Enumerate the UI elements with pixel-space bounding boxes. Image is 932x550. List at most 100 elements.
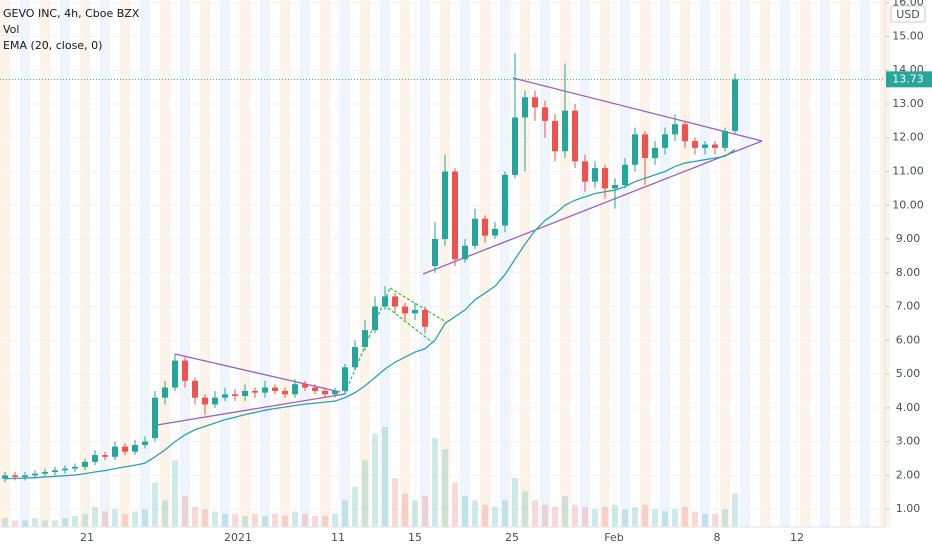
volume-bar	[82, 513, 88, 527]
candle-body	[402, 306, 408, 314]
last-price-label: 13.73	[892, 72, 924, 85]
y-tick-label: 3.00	[896, 435, 921, 448]
candle-body	[142, 441, 148, 445]
candle-body	[82, 461, 88, 467]
candle-body	[702, 144, 708, 148]
y-tick-label: 8.00	[896, 266, 921, 279]
volume-bar	[152, 482, 158, 527]
volume-bar	[12, 520, 18, 527]
volume-bar	[462, 495, 468, 527]
volume-bar	[202, 509, 208, 527]
candle-body	[352, 347, 358, 368]
trend-line	[422, 140, 763, 275]
volume-bar	[192, 507, 198, 527]
session-band	[260, 0, 270, 527]
y-tick-label: 7.00	[896, 300, 921, 313]
session-band	[480, 0, 490, 527]
session-band	[280, 0, 290, 527]
candle-body	[572, 110, 578, 162]
y-tick-label: 12.00	[892, 131, 924, 144]
volume-bar	[632, 507, 638, 527]
volume-bar	[182, 495, 188, 527]
candle-body	[672, 124, 678, 135]
candle-body	[722, 130, 728, 148]
session-band	[440, 0, 450, 527]
candle-body	[362, 330, 368, 348]
volume-bar	[142, 509, 148, 527]
x-tick-label: 8	[714, 531, 721, 544]
x-tick-label: 25	[505, 531, 519, 544]
volume-bar	[22, 520, 28, 527]
candle-body	[32, 473, 38, 476]
candle-body	[62, 468, 68, 471]
volume-bar	[702, 513, 708, 527]
volume-bar	[732, 493, 738, 527]
x-tick-label: Feb	[604, 531, 623, 544]
candle-body	[602, 168, 608, 189]
trend-line	[174, 353, 341, 393]
candle-body	[132, 444, 138, 452]
candle-body	[492, 228, 498, 236]
candle-body	[432, 239, 438, 267]
candle-body	[542, 107, 548, 121]
x-tick-label: 11	[331, 531, 345, 544]
volume-bar	[132, 511, 138, 527]
candle-body	[252, 390, 258, 393]
volume-bar	[162, 500, 168, 527]
volume-bar	[542, 504, 548, 527]
volume-bar	[212, 511, 218, 527]
candle-body	[192, 380, 198, 398]
volume-bar	[112, 509, 118, 527]
currency-box	[890, 5, 926, 23]
candle-body	[562, 110, 568, 152]
volume-bar	[402, 493, 408, 527]
session-band	[140, 0, 150, 527]
volume-bar	[452, 482, 458, 527]
candle-body	[452, 171, 458, 260]
volume-bar	[352, 487, 358, 527]
y-tick-label: 10.00	[892, 198, 924, 211]
candle-body	[382, 296, 388, 307]
volume-bar	[362, 460, 368, 527]
y-tick-label: 4.00	[896, 401, 921, 414]
volume-bar	[2, 518, 8, 527]
session-band	[780, 0, 790, 527]
candle-body	[592, 168, 598, 182]
volume-bar	[482, 504, 488, 527]
volume-bar	[492, 507, 498, 527]
session-band	[360, 0, 370, 527]
candle-body	[102, 455, 108, 457]
volume-bar	[292, 511, 298, 527]
volume-bar	[532, 500, 538, 527]
volume-bar	[72, 515, 78, 527]
candle-body	[732, 79, 738, 131]
session-band	[400, 0, 410, 527]
volume-bar	[442, 449, 448, 527]
volume-bar	[712, 513, 718, 527]
volume-bar	[282, 515, 288, 527]
y-tick-label: 5.00	[896, 367, 921, 380]
y-tick-label: 6.00	[896, 333, 921, 346]
session-band	[300, 0, 310, 527]
candle-body	[632, 134, 638, 165]
candle-body	[442, 171, 448, 240]
trend-line	[512, 77, 763, 142]
candle-body	[642, 134, 648, 158]
volume-bar	[562, 495, 568, 527]
candle-body	[462, 245, 468, 260]
session-band	[700, 0, 710, 527]
volume-bar	[502, 500, 508, 527]
y-tick-label: 11.00	[892, 165, 924, 178]
session-band	[80, 0, 90, 527]
trend-line	[156, 393, 346, 426]
volume-bar	[312, 515, 318, 527]
candle-body	[302, 384, 308, 388]
volume-bar	[422, 495, 428, 527]
session-band	[180, 0, 190, 527]
candle-body	[312, 387, 318, 391]
candle-body	[482, 218, 488, 236]
session-band	[500, 0, 510, 527]
volume-bar	[242, 515, 248, 527]
session-band	[620, 0, 630, 527]
